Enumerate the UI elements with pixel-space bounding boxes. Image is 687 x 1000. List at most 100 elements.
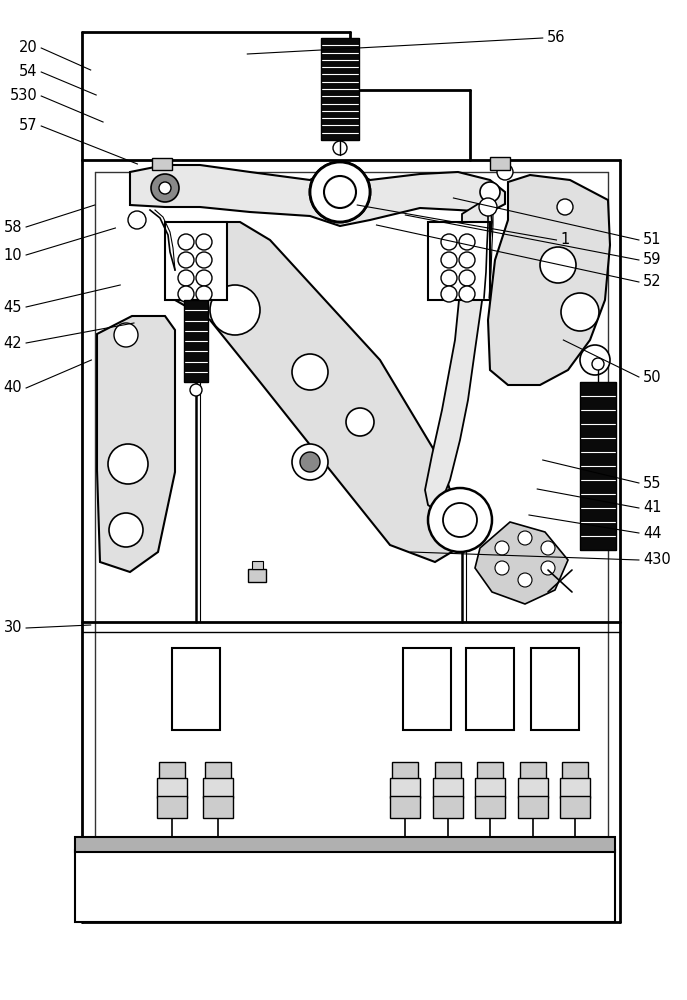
- Circle shape: [541, 561, 555, 575]
- Bar: [184, 300, 208, 382]
- Bar: [433, 796, 463, 818]
- Circle shape: [310, 162, 370, 222]
- Circle shape: [459, 252, 475, 268]
- Circle shape: [292, 444, 328, 480]
- Bar: [477, 762, 503, 780]
- Bar: [490, 157, 510, 170]
- Bar: [159, 762, 185, 780]
- Circle shape: [518, 531, 532, 545]
- Circle shape: [196, 286, 212, 302]
- Bar: [252, 561, 263, 569]
- Circle shape: [178, 286, 194, 302]
- Circle shape: [178, 234, 194, 250]
- Circle shape: [459, 270, 475, 286]
- Bar: [580, 382, 616, 550]
- Bar: [165, 222, 227, 300]
- Circle shape: [324, 176, 356, 208]
- Circle shape: [196, 234, 212, 250]
- Text: 42: 42: [3, 336, 22, 351]
- Circle shape: [428, 488, 492, 552]
- Circle shape: [441, 286, 457, 302]
- Text: 57: 57: [19, 118, 37, 133]
- Circle shape: [441, 252, 457, 268]
- Bar: [205, 762, 231, 780]
- Bar: [157, 796, 187, 818]
- Text: 430: 430: [643, 552, 671, 568]
- Bar: [157, 778, 187, 798]
- Text: 50: 50: [643, 369, 662, 384]
- Circle shape: [300, 452, 320, 472]
- Circle shape: [178, 270, 194, 286]
- Circle shape: [114, 323, 138, 347]
- Circle shape: [518, 573, 532, 587]
- Polygon shape: [475, 522, 568, 604]
- Circle shape: [557, 199, 573, 215]
- Circle shape: [310, 162, 370, 222]
- Bar: [321, 38, 359, 140]
- Bar: [75, 850, 615, 922]
- Circle shape: [480, 182, 500, 202]
- Bar: [172, 648, 220, 730]
- Polygon shape: [175, 222, 460, 562]
- Circle shape: [541, 541, 555, 555]
- Text: 45: 45: [3, 300, 22, 314]
- Bar: [560, 778, 590, 798]
- Circle shape: [580, 345, 610, 375]
- Circle shape: [346, 408, 374, 436]
- Text: 44: 44: [643, 526, 662, 540]
- Text: 56: 56: [547, 30, 565, 45]
- Bar: [518, 778, 548, 798]
- Bar: [203, 778, 233, 798]
- Text: 30: 30: [3, 620, 22, 636]
- Circle shape: [178, 252, 194, 268]
- Circle shape: [190, 384, 202, 396]
- Bar: [203, 796, 233, 818]
- Text: 530: 530: [10, 89, 37, 104]
- Text: 58: 58: [3, 220, 22, 234]
- Circle shape: [495, 541, 509, 555]
- Text: 59: 59: [643, 252, 662, 267]
- Bar: [390, 796, 420, 818]
- Bar: [562, 762, 588, 780]
- Bar: [403, 648, 451, 730]
- Bar: [531, 648, 579, 730]
- Text: 1: 1: [561, 232, 570, 247]
- Bar: [518, 796, 548, 818]
- Circle shape: [128, 211, 146, 229]
- Text: 52: 52: [643, 274, 662, 290]
- Circle shape: [443, 503, 477, 537]
- Text: 20: 20: [19, 40, 37, 55]
- Text: 40: 40: [3, 380, 22, 395]
- Bar: [390, 778, 420, 798]
- Polygon shape: [425, 202, 492, 510]
- Circle shape: [109, 513, 143, 547]
- Bar: [152, 158, 172, 170]
- Polygon shape: [130, 162, 505, 226]
- Circle shape: [333, 141, 347, 155]
- Circle shape: [540, 247, 576, 283]
- Circle shape: [196, 270, 212, 286]
- Bar: [248, 569, 266, 582]
- Bar: [466, 648, 514, 730]
- Bar: [475, 796, 505, 818]
- Circle shape: [592, 358, 604, 370]
- Circle shape: [561, 293, 599, 331]
- Text: 51: 51: [643, 232, 662, 247]
- Circle shape: [151, 174, 179, 202]
- Circle shape: [459, 286, 475, 302]
- Text: 41: 41: [643, 500, 662, 516]
- Bar: [435, 762, 461, 780]
- Circle shape: [497, 164, 513, 180]
- Bar: [392, 762, 418, 780]
- Text: 10: 10: [3, 247, 22, 262]
- Bar: [75, 837, 615, 852]
- Circle shape: [210, 285, 260, 335]
- Text: 54: 54: [19, 64, 37, 80]
- Circle shape: [441, 270, 457, 286]
- Circle shape: [292, 354, 328, 390]
- Bar: [433, 778, 463, 798]
- Circle shape: [108, 444, 148, 484]
- Bar: [321, 38, 359, 140]
- Circle shape: [479, 198, 497, 216]
- Polygon shape: [488, 175, 610, 385]
